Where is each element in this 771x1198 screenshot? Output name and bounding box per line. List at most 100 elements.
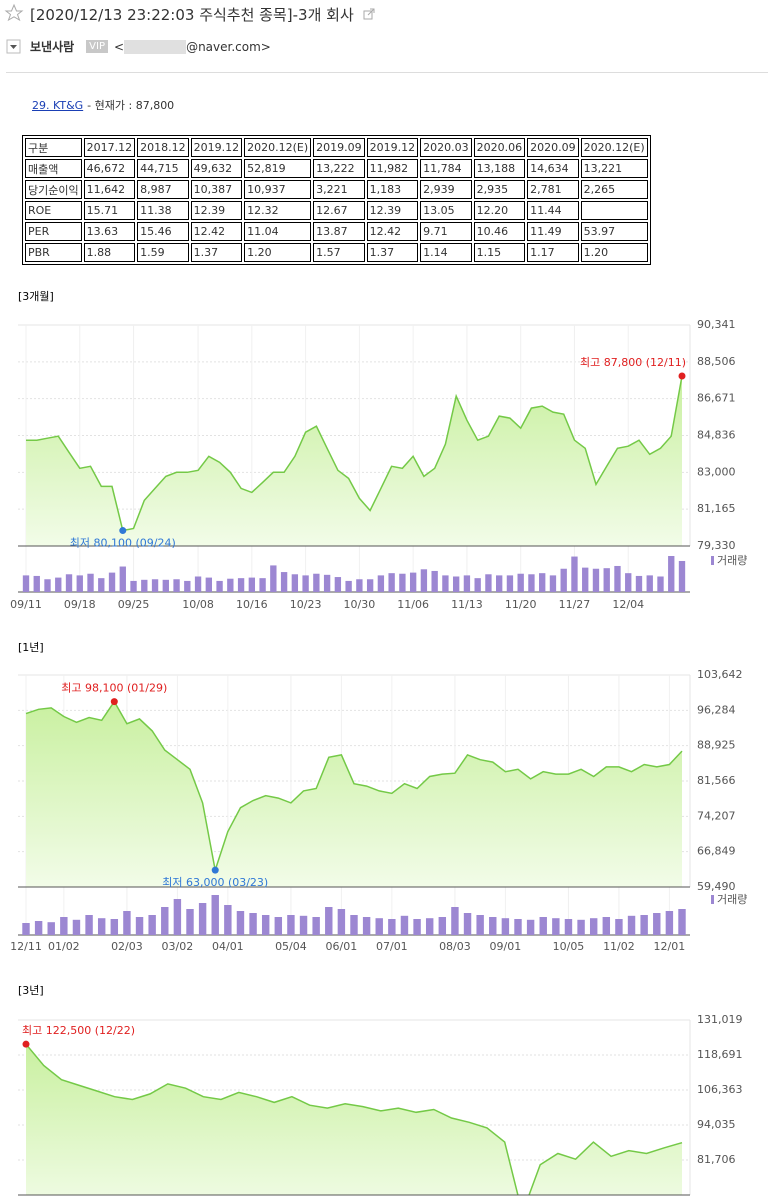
volume-bar [589, 918, 598, 935]
volume-bar [592, 568, 600, 592]
table-cell: 1.88 [83, 243, 136, 262]
volume-bar [60, 917, 68, 935]
y-tick-label: 118,691 [697, 1048, 743, 1061]
x-tick-label: 12/04 [612, 598, 644, 611]
volume-bar [87, 573, 94, 592]
volume-bar [571, 556, 578, 592]
x-tick-label: 06/01 [326, 940, 358, 953]
table-cell: 1.17 [527, 243, 579, 262]
table-cell: 12.42 [366, 222, 419, 241]
y-tick-label: 59,490 [697, 880, 736, 893]
table-cell: 13.63 [83, 222, 136, 241]
table-cell: 1.14 [420, 243, 472, 262]
y-tick-label: 96,284 [697, 703, 736, 716]
table-cell: 1.15 [473, 243, 526, 262]
table-cell: 15.71 [83, 201, 136, 220]
table-cell: 13,222 [313, 159, 365, 178]
volume-bar [302, 575, 309, 592]
volume-bar [173, 899, 182, 935]
email-prefix: < [114, 39, 125, 54]
volume-bar [420, 569, 428, 592]
volume-bar [399, 573, 406, 592]
volume-bar [119, 566, 126, 592]
table-cell: 2020.03 [420, 138, 472, 157]
volume-bar [646, 575, 653, 592]
external-link-icon[interactable] [363, 8, 375, 20]
volume-bar [615, 919, 623, 935]
dropdown-arrow [10, 45, 17, 49]
x-tick-label: 10/16 [236, 598, 268, 611]
volume-bar [362, 917, 371, 935]
table-cell: 1.20 [580, 243, 648, 262]
volume-bar [564, 919, 573, 935]
volume-bar [299, 915, 308, 935]
table-cell: 13,188 [473, 159, 526, 178]
table-cell: PBR [25, 243, 82, 262]
volume-bar [224, 905, 232, 935]
table-cell: PER [25, 222, 82, 241]
table-cell: 2020.06 [473, 138, 526, 157]
vip-badge[interactable]: VIP [86, 40, 108, 53]
volume-bar [33, 575, 40, 592]
table-cell: 11.44 [527, 201, 579, 220]
volume-bar [582, 567, 589, 592]
volume-bar [237, 578, 245, 592]
table-cell: 3,221 [313, 180, 365, 199]
email-suffix[interactable]: @naver.com> [186, 39, 271, 54]
volume-bar [270, 565, 277, 592]
volume-bar [501, 918, 510, 935]
volume-bar [216, 580, 223, 592]
volume-bar [65, 574, 73, 592]
table-cell: 12.39 [190, 201, 243, 220]
volume-bar [577, 919, 585, 935]
volume-bar [451, 907, 459, 935]
volume-bar [496, 575, 503, 592]
x-tick-label: 11/27 [559, 598, 591, 611]
legend-label: 거래량 [717, 554, 747, 567]
table-cell: 2,939 [420, 180, 472, 199]
table-cell: 11.49 [527, 222, 579, 241]
table-cell: 2,781 [527, 180, 579, 199]
high-label: 최고 122,500 (12/22) [22, 1024, 135, 1037]
volume-bar [162, 579, 169, 592]
volume-bar [614, 565, 621, 592]
table-cell: 2017.12 [83, 138, 136, 157]
stock-link[interactable]: 29. KT&G [32, 99, 84, 112]
x-tick-label: 05/04 [275, 940, 307, 953]
star-icon[interactable] [4, 3, 24, 22]
volume-bar [388, 573, 395, 592]
table-cell: 당기순이익 [25, 180, 82, 199]
volume-bar [552, 918, 560, 935]
low-label: 최저 63,000 (03/23) [162, 876, 268, 889]
y-tick-label: 86,671 [697, 392, 736, 405]
table-cell: 2019.09 [313, 138, 365, 157]
volume-bar [334, 577, 342, 592]
table-cell: 매출액 [25, 159, 82, 178]
x-tick-label: 11/02 [603, 940, 635, 953]
table-cell: 13,221 [580, 159, 648, 178]
y-tick-label: 81,566 [697, 774, 736, 787]
table-cell: 2019.12 [190, 138, 243, 157]
volume-bar [76, 575, 83, 592]
table-cell: 2018.12 [137, 138, 189, 157]
y-tick-label: 81,706 [697, 1153, 736, 1166]
section-label: [3년] [18, 984, 44, 997]
volume-bar [236, 911, 245, 935]
volume-bar [141, 579, 148, 592]
table-cell: 1,183 [366, 180, 419, 199]
volume-bar [640, 915, 648, 935]
table-cell: 11,642 [83, 180, 136, 199]
y-tick-label: 88,506 [697, 355, 736, 368]
volume-bar [539, 917, 547, 935]
x-tick-label: 08/03 [439, 940, 471, 953]
volume-bar [489, 917, 497, 935]
x-tick-label: 04/01 [212, 940, 244, 953]
volume-bar [366, 579, 374, 592]
volume-bar [98, 578, 105, 592]
volume-bar [431, 570, 438, 592]
volume-bar [274, 917, 283, 935]
volume-bar [97, 918, 106, 935]
volume-bar [249, 913, 257, 935]
volume-bar [627, 915, 636, 935]
